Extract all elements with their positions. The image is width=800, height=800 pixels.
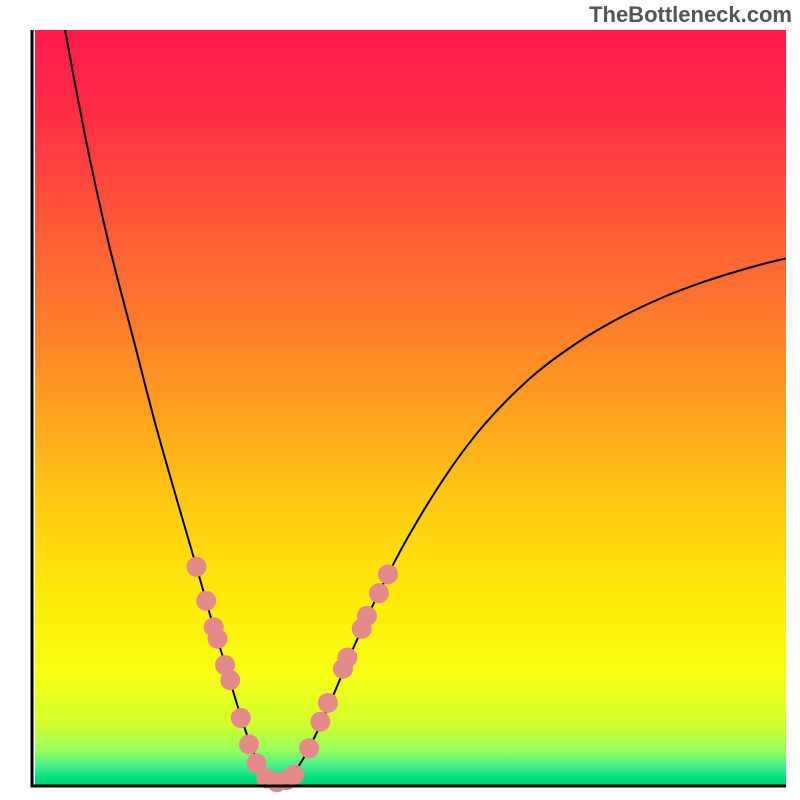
watermark-text: TheBottleneck.com <box>589 2 792 28</box>
data-marker <box>310 712 330 732</box>
data-marker <box>318 693 338 713</box>
data-marker <box>369 583 389 603</box>
data-marker <box>231 708 251 728</box>
data-marker <box>207 629 227 649</box>
data-marker <box>239 734 259 754</box>
data-marker <box>186 557 206 577</box>
data-marker <box>196 591 216 611</box>
data-marker <box>220 670 240 690</box>
data-marker <box>299 738 319 758</box>
bottleneck-chart <box>0 0 800 800</box>
data-marker <box>284 765 304 785</box>
data-marker <box>337 647 357 667</box>
data-marker <box>378 564 398 584</box>
gradient-background <box>35 30 786 786</box>
data-marker <box>357 606 377 626</box>
chart-container: TheBottleneck.com <box>0 0 800 800</box>
